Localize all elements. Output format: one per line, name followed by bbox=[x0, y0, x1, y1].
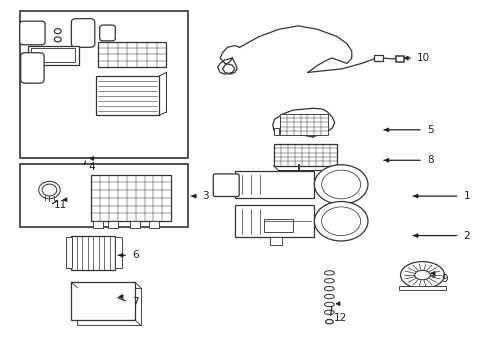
Text: 12: 12 bbox=[333, 313, 347, 323]
Text: 4: 4 bbox=[88, 162, 94, 172]
Text: 2: 2 bbox=[463, 231, 469, 240]
Bar bbox=[91, 175, 171, 221]
Bar bbox=[234, 171, 314, 198]
Bar bbox=[96, 76, 159, 116]
Bar bbox=[398, 286, 445, 290]
Bar bbox=[273, 144, 336, 166]
Bar bbox=[130, 221, 140, 228]
Bar bbox=[71, 282, 135, 320]
Text: 7: 7 bbox=[132, 297, 138, 307]
Ellipse shape bbox=[39, 181, 60, 199]
FancyBboxPatch shape bbox=[71, 19, 95, 47]
Bar bbox=[234, 205, 314, 237]
Bar bbox=[273, 128, 278, 135]
Bar bbox=[31, 48, 75, 62]
Text: 1: 1 bbox=[463, 191, 469, 201]
Text: 8: 8 bbox=[426, 155, 432, 165]
Bar bbox=[71, 235, 115, 270]
Bar bbox=[20, 164, 188, 226]
Ellipse shape bbox=[54, 29, 61, 34]
Bar bbox=[77, 288, 141, 325]
Bar bbox=[279, 114, 328, 135]
Bar bbox=[149, 221, 159, 228]
Text: 5: 5 bbox=[426, 125, 432, 135]
FancyBboxPatch shape bbox=[20, 21, 45, 45]
Bar bbox=[269, 237, 282, 244]
Bar bbox=[108, 221, 118, 228]
FancyBboxPatch shape bbox=[100, 25, 115, 41]
Bar bbox=[20, 12, 188, 158]
Bar bbox=[98, 42, 166, 67]
Text: 10: 10 bbox=[416, 53, 429, 63]
Ellipse shape bbox=[325, 319, 332, 324]
Bar bbox=[264, 220, 293, 232]
Bar bbox=[27, 45, 79, 65]
Ellipse shape bbox=[42, 184, 57, 196]
Text: 9: 9 bbox=[441, 274, 447, 284]
Ellipse shape bbox=[400, 262, 444, 288]
Ellipse shape bbox=[314, 202, 367, 241]
Ellipse shape bbox=[54, 37, 61, 42]
Ellipse shape bbox=[314, 165, 367, 204]
Text: 6: 6 bbox=[132, 250, 138, 260]
FancyBboxPatch shape bbox=[20, 53, 44, 83]
Text: 11: 11 bbox=[54, 200, 67, 210]
Bar bbox=[115, 237, 122, 268]
Ellipse shape bbox=[414, 270, 429, 280]
Bar bbox=[373, 55, 383, 61]
Bar bbox=[395, 56, 404, 62]
FancyBboxPatch shape bbox=[213, 174, 239, 197]
Bar bbox=[65, 237, 72, 268]
Bar bbox=[93, 221, 103, 228]
Text: 3: 3 bbox=[202, 191, 209, 201]
